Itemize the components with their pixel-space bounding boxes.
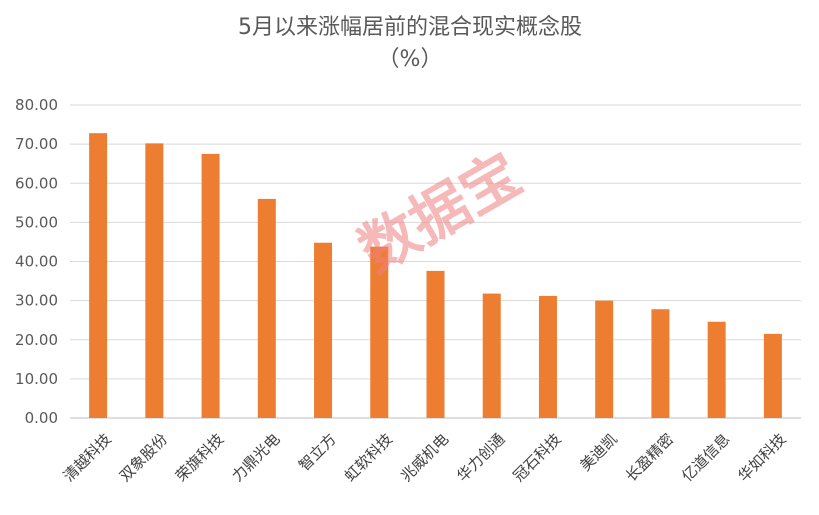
bar (595, 300, 614, 418)
x-tick-label: 长盈精密 (622, 430, 677, 485)
bar (763, 333, 782, 418)
bar (201, 153, 220, 418)
y-tick-label: 40.00 (15, 253, 58, 271)
y-tick-label: 70.00 (15, 135, 58, 153)
bar (145, 143, 164, 418)
y-tick-label: 30.00 (15, 292, 58, 310)
x-tick-label: 兆威机电 (397, 430, 452, 485)
y-tick-label: 10.00 (15, 370, 58, 388)
gridlines (70, 104, 801, 419)
x-tick-label: 美迪凯 (576, 430, 621, 475)
bar (482, 293, 501, 418)
x-tick-label: 虹软科技 (341, 430, 396, 485)
bar (370, 246, 389, 418)
x-tick-label: 智立方 (295, 430, 340, 475)
y-tick-label: 80.00 (15, 96, 58, 114)
bar (426, 270, 445, 418)
y-tick-label: 50.00 (15, 213, 58, 231)
bars (89, 133, 782, 419)
bar (538, 295, 557, 418)
x-tick-label: 华力创通 (453, 430, 508, 485)
y-tick-label: 60.00 (15, 174, 58, 192)
chart-subtitle: （%） (378, 47, 443, 72)
x-tick-label: 清越科技 (60, 430, 115, 485)
x-tick-label: 荣旗科技 (172, 430, 227, 485)
bar (314, 242, 333, 418)
bar (651, 309, 670, 418)
x-tick-label: 力鼎光电 (228, 430, 283, 485)
y-axis-ticks: 0.00 10.00 20.00 30.00 40.00 50.00 60.00 70.00 8… (15, 96, 58, 427)
y-tick-label: 20.00 (15, 331, 58, 349)
bar (257, 198, 276, 418)
chart-title: 5月以来涨幅居前的混合现实概念股 (238, 15, 582, 40)
y-tick-label: 0.00 (25, 409, 58, 427)
x-tick-label: 亿道信息 (678, 430, 733, 485)
x-tick-label: 华如科技 (734, 430, 789, 485)
bar (707, 321, 726, 418)
x-axis-labels: 清越科技 双象股份 荣旗科技 力鼎光电 智立方 虹软科技 兆威机电 华力创通 冠石科技 美迪凯 长盈… (60, 430, 790, 485)
x-tick-label: 双象股份 (116, 430, 171, 485)
bar (89, 133, 108, 419)
watermark: 数据宝 (348, 140, 533, 286)
x-tick-label: 冠石科技 (510, 430, 565, 485)
